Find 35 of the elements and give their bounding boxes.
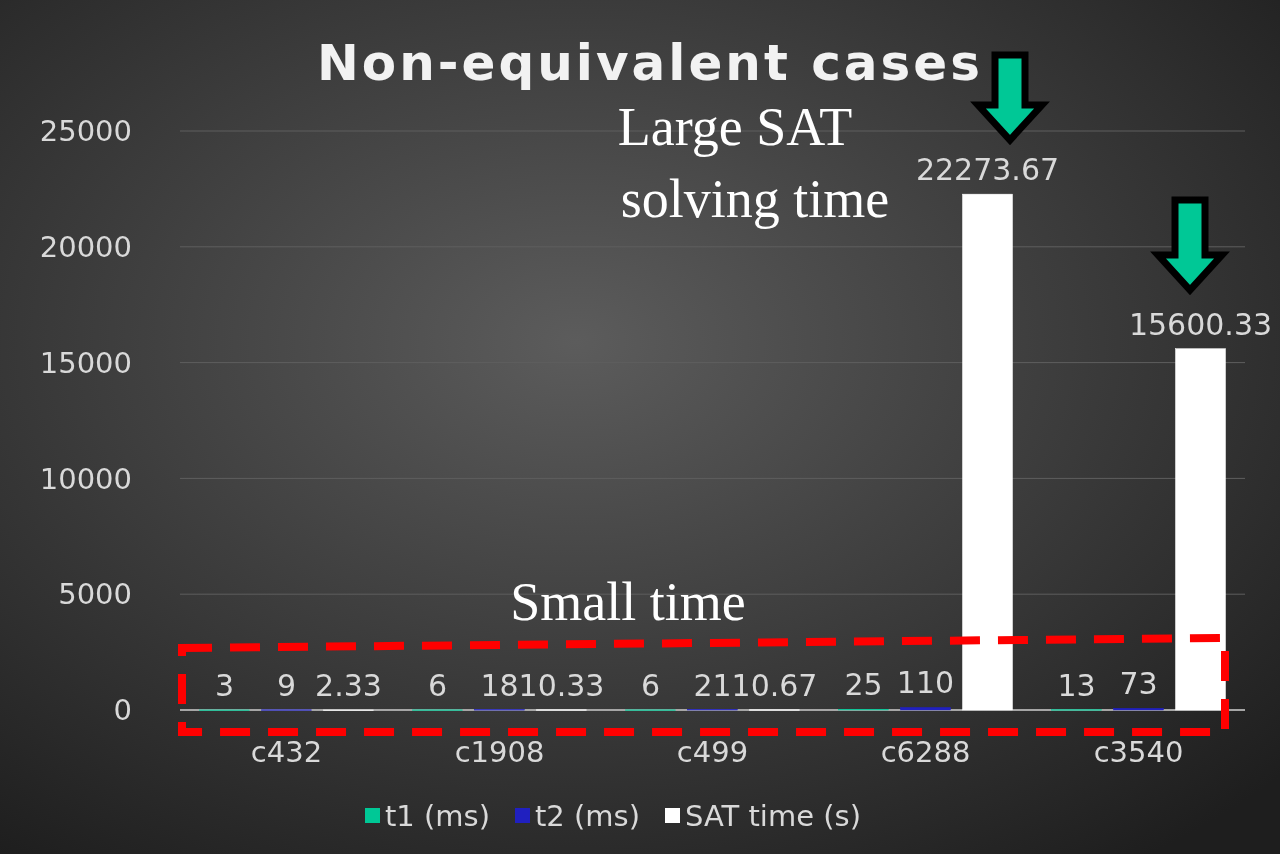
annotation: Small time [510,572,746,632]
x-tick-label: c1908 [454,735,545,769]
bar [962,193,1013,711]
data-label: 110 [896,665,955,701]
x-tick-label: c6288 [880,735,971,769]
bar [900,707,951,711]
data-label: 73 [1119,666,1158,702]
legend-label: SAT time (s) [685,799,861,834]
x-tick-label: c499 [676,735,749,769]
y-tick-label: 10000 [39,461,132,496]
y-tick-label: 0 [113,693,132,728]
data-label: 25 [844,667,883,703]
y-tick-label: 25000 [39,114,132,149]
legend-label: t1 (ms) [385,799,491,834]
data-label: 21 [693,667,732,703]
data-label: 6 [640,667,661,703]
annotation: Large SAT solving time [617,97,890,229]
x-tick-label: c3540 [1093,735,1184,769]
data-label: 13 [1057,667,1096,703]
legend-label: t2 (ms) [535,799,641,834]
y-tick-label: 15000 [39,345,132,380]
bar [1175,348,1226,711]
y-tick-label: 20000 [39,229,132,264]
x-tick-label: c432 [250,735,323,769]
data-label: 9 [276,667,297,703]
data-label: 10.33 [518,667,605,703]
data-label: 18 [480,667,519,703]
data-label: 22273.67 [915,152,1060,188]
data-label: 10.67 [731,667,818,703]
data-label: 6 [427,667,448,703]
chart-title: Non-equivalent cases [316,34,984,92]
data-label: 2.33 [315,667,382,703]
y-tick-label: 5000 [58,577,132,612]
data-label: 15600.33 [1128,306,1273,342]
data-label: 3 [214,667,235,703]
